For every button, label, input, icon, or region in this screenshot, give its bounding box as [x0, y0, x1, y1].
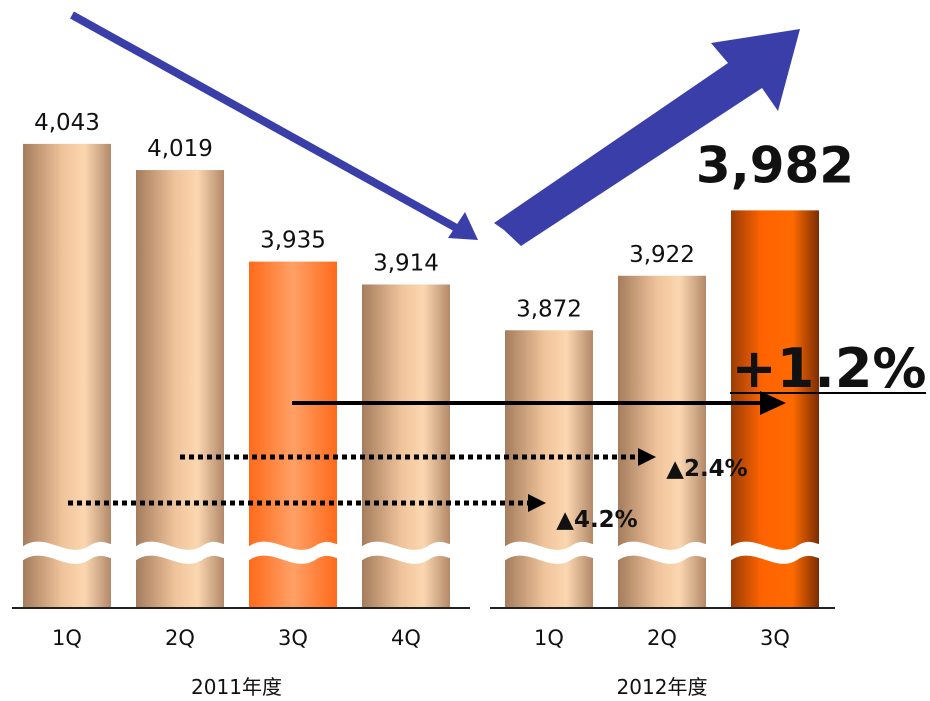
category-label: 3Q — [278, 626, 308, 650]
bar-2011-1q — [23, 143, 111, 609]
up-trend-arrow — [494, 29, 800, 246]
category-label: 1Q — [52, 626, 82, 650]
group-label: 2011年度 — [191, 675, 282, 699]
category-label: 1Q — [534, 626, 564, 650]
down-trend-arrow — [70, 11, 462, 234]
change-2q-label: ▲2.4% — [666, 456, 747, 482]
value-label: 3,935 — [260, 228, 326, 254]
group-label: 2012年度 — [617, 675, 708, 699]
break-mark — [617, 541, 707, 564]
value-label: 3,922 — [629, 242, 695, 268]
break-mark — [22, 541, 112, 564]
break-mark — [361, 541, 451, 564]
category-label: 4Q — [391, 626, 421, 650]
bar-2011-2q — [136, 170, 224, 608]
growth-main-label: +1.2% — [731, 337, 926, 400]
value-label: 3,914 — [373, 250, 439, 276]
group-labels: 2011年度 2012年度 — [191, 675, 707, 699]
value-label: 4,043 — [34, 110, 100, 136]
comparison-arrowhead-1q — [528, 494, 546, 512]
category-label: 3Q — [760, 626, 790, 650]
category-label: 2Q — [647, 626, 677, 650]
break-mark — [135, 541, 225, 564]
break-mark — [504, 541, 594, 564]
value-labels: 4,043 4,019 3,935 3,914 3,872 3,922 3,982 — [34, 110, 854, 322]
value-label: 3,872 — [516, 296, 582, 322]
comparison-arrowhead-2q — [638, 448, 656, 466]
change-1q-label: ▲4.2% — [556, 507, 637, 533]
axis-break — [22, 541, 820, 564]
break-mark — [730, 541, 820, 564]
down-trend-arrowhead — [448, 212, 478, 240]
value-label: 3,982 — [696, 136, 854, 194]
break-mark — [248, 541, 338, 564]
trend-arrows — [70, 11, 800, 246]
category-labels: 1Q 2Q 3Q 4Q 1Q 2Q 3Q — [52, 626, 790, 650]
bar-2012-1q — [505, 330, 593, 608]
comparison-arrowhead-3q — [760, 391, 786, 415]
bars — [23, 143, 819, 609]
comparison-arrows — [68, 391, 786, 512]
value-label: 4,019 — [147, 136, 213, 162]
category-label: 2Q — [165, 626, 195, 650]
